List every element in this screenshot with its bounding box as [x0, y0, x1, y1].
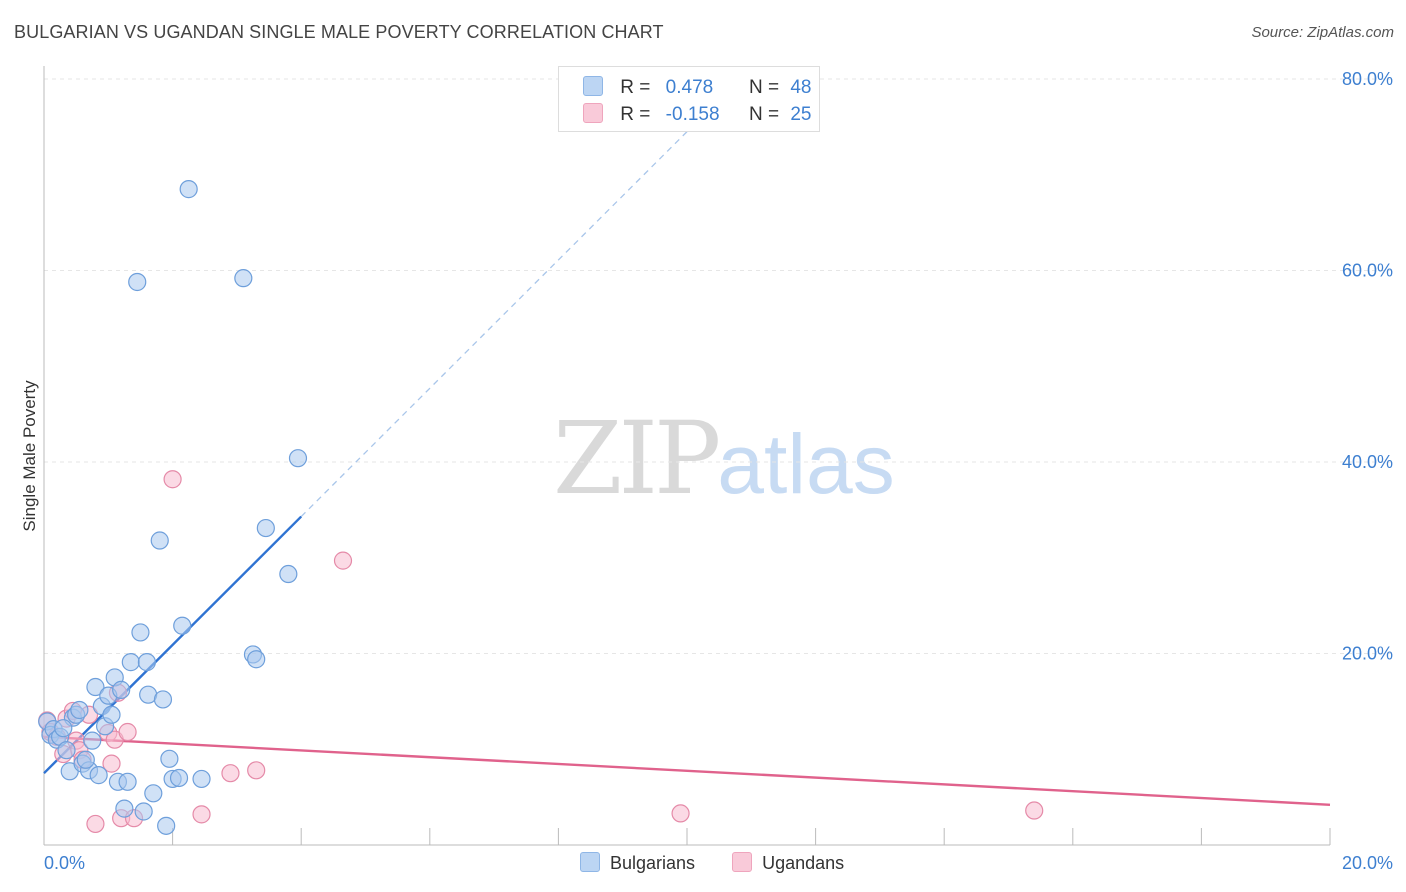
bulgarians-point: [86, 677, 105, 697]
series-legend: Bulgarians Ugandans: [580, 852, 876, 874]
bulgarians-point: [102, 705, 121, 724]
legend-r-value: -0.158: [665, 104, 720, 125]
bulgarians-trendline-extension: [300, 99, 720, 518]
ugandans-point: [192, 805, 211, 824]
correlation-legend: R = 0.478 N = 48 R = -0.158 N = 25: [558, 66, 820, 132]
legend-n-value: 25: [790, 104, 812, 125]
watermark-zip: ZIP: [553, 400, 721, 517]
ugandans-label: Ugandans: [762, 853, 845, 873]
trendlines: [43, 99, 1331, 806]
legend-r-value: 0.478: [665, 77, 714, 98]
watermark: ZIPatlas: [553, 400, 895, 517]
bulgarians-trendline: [43, 515, 303, 775]
x-tick-label: 20.0%: [1342, 853, 1393, 873]
y-tick-label: 80.0%: [1342, 69, 1393, 89]
ugandans-point: [118, 722, 137, 742]
ugandans-point: [333, 551, 353, 570]
legend-r-label: R =: [620, 104, 651, 125]
ugandans-trendline: [43, 735, 1331, 806]
ugandans-point: [102, 754, 121, 773]
bulgarians-point: [279, 564, 298, 584]
y-tick-label: 60.0%: [1342, 261, 1393, 281]
legend-swatch-blue: [583, 76, 603, 96]
bulgarians-point: [70, 700, 89, 720]
bulgarians-point: [288, 449, 308, 468]
y-tick-label: 40.0%: [1342, 452, 1393, 472]
bulgarians-label: Bulgarians: [610, 853, 696, 873]
legend-n-label: N =: [748, 77, 780, 98]
bulgarians-point: [160, 749, 179, 768]
bulgarians-point: [169, 768, 189, 788]
bulgarians-point: [89, 766, 108, 785]
chart-title: BULGARIAN VS UGANDAN SINGLE MALE POVERTY…: [14, 22, 664, 42]
bulgarians-point: [128, 272, 147, 292]
legend-n-value: 48: [790, 77, 812, 98]
ugandans-point: [671, 804, 690, 823]
bulgarians-point: [179, 180, 198, 199]
legend-row-bulgarians: R = 0.478 N = 48: [583, 76, 811, 100]
ugandans-point: [247, 761, 266, 780]
x-tick-label: 0.0%: [44, 853, 85, 873]
y-tick-label: 20.0%: [1342, 644, 1393, 664]
watermark-atlas: atlas: [717, 417, 895, 511]
bulgarians-point: [247, 650, 266, 669]
bulgarians-point: [115, 799, 134, 818]
ugandans-point: [221, 764, 240, 783]
ugandans-point: [1025, 801, 1044, 820]
legend-r-label: R =: [620, 77, 651, 98]
ugandans-swatch: [732, 852, 753, 872]
bulgarians-point: [137, 653, 156, 672]
ugandans-point: [163, 470, 182, 489]
legend-row-ugandans: R = -0.158 N = 25: [583, 103, 811, 127]
bulgarians-point: [173, 616, 192, 635]
legend-swatch-pink: [583, 103, 603, 123]
ugandans-point: [86, 814, 105, 834]
bulgarians-point: [134, 802, 153, 821]
bulgarians-point: [234, 269, 253, 288]
tick-labels: 20.0% 40.0% 60.0% 80.0% 0.0% 20.0%: [44, 69, 1393, 873]
bulgarians-point: [153, 690, 173, 709]
bulgarians-point: [157, 816, 176, 835]
bulgarians-point: [150, 531, 169, 550]
bulgarians-point: [118, 772, 137, 791]
bulgarians-point: [83, 731, 102, 750]
gridlines: [44, 78, 1393, 654]
axes: [43, 66, 1331, 846]
source-label: Source: ZipAtlas.com: [1251, 24, 1394, 41]
bulgarians-point: [144, 784, 163, 803]
legend-item-bulgarians[interactable]: Bulgarians: [580, 852, 695, 874]
bulgarians-point: [131, 623, 150, 642]
bulgarians-point: [121, 653, 140, 672]
bulgarians-point: [54, 719, 73, 738]
legend-item-ugandans[interactable]: Ugandans: [732, 852, 844, 874]
bulgarians-point: [76, 750, 95, 769]
data-points: [38, 180, 1044, 835]
legend-n-label: N =: [748, 104, 780, 125]
bulgarians-point: [112, 680, 131, 699]
bulgarians-point: [256, 518, 275, 538]
y-axis-label: Single Male Poverty: [20, 380, 39, 532]
bulgarians-point: [57, 741, 76, 760]
bulgarians-swatch: [580, 852, 600, 872]
bulgarians-point: [192, 769, 211, 789]
